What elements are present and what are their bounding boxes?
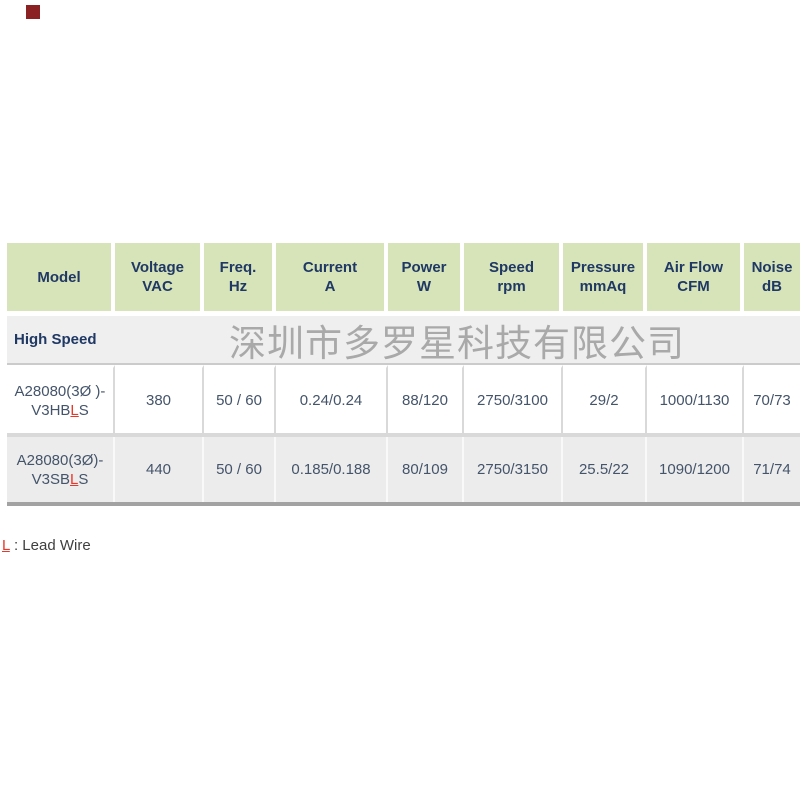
model-line2: V3SBLS: [31, 470, 89, 488]
cell-airflow: 1000/1130: [647, 365, 744, 437]
company-watermark: 深圳市多罗星科技有限公司: [229, 322, 685, 364]
section-cell: High Speed 深圳市多罗星科技有限公司: [7, 316, 800, 365]
header-row: Model Voltage VAC Freq. Hz Current A Power W…: [7, 243, 800, 316]
col-header-model: Model: [7, 243, 115, 316]
red-corner-mark: [26, 5, 40, 19]
section-label: High Speed: [14, 330, 97, 348]
col-header-current: Current A: [276, 243, 388, 316]
col-header-freq: Freq. Hz: [204, 243, 276, 316]
cell-speed: 2750/3150: [464, 437, 563, 502]
cell-freq: 50 / 60: [204, 437, 276, 502]
lead-wire-letter: L: [70, 470, 79, 488]
col-header-voltage: Voltage VAC: [115, 243, 204, 316]
footnote-red-letter: L: [2, 537, 10, 554]
cell-noise: 70/73: [744, 365, 800, 437]
model-line1: A28080(3Ø )-: [14, 382, 106, 400]
spec-table: Model Voltage VAC Freq. Hz Current A Power W…: [7, 243, 800, 502]
cell-voltage: 380: [115, 365, 204, 437]
cell-pressure: 29/2: [563, 365, 647, 437]
cell-current: 0.185/0.188: [276, 437, 388, 502]
cell-power: 80/109: [388, 437, 464, 502]
table-row: A28080(3Ø)- V3SBLS 440 50 / 60 0.185/0.1…: [7, 437, 800, 502]
cell-power: 88/120: [388, 365, 464, 437]
col-header-noise: Noise dB: [744, 243, 800, 316]
cell-model: A28080(3Ø)- V3SBLS: [7, 437, 115, 502]
cell-current: 0.24/0.24: [276, 365, 388, 437]
lead-wire-letter: L: [70, 401, 79, 419]
cell-speed: 2750/3100: [464, 365, 563, 437]
cell-freq: 50 / 60: [204, 365, 276, 437]
col-header-power: Power W: [388, 243, 464, 316]
col-header-airflow: Air Flow CFM: [647, 243, 744, 316]
lead-wire-footnote: L : Lead Wire: [2, 537, 91, 554]
table-row: A28080(3Ø )- V3HBLS 380 50 / 60 0.24/0.2…: [7, 365, 800, 437]
cell-pressure: 25.5/22: [563, 437, 647, 502]
footnote-text: : Lead Wire: [9, 537, 91, 554]
model-line1: A28080(3Ø)-: [16, 451, 104, 469]
cell-airflow: 1090/1200: [647, 437, 744, 502]
cell-voltage: 440: [115, 437, 204, 502]
section-row-high-speed: High Speed 深圳市多罗星科技有限公司: [7, 316, 800, 365]
model-line2: V3HBLS: [31, 401, 89, 419]
cell-model: A28080(3Ø )- V3HBLS: [7, 365, 115, 437]
cell-noise: 71/74: [744, 437, 800, 502]
spec-table-container: Model Voltage VAC Freq. Hz Current A Power W…: [7, 243, 800, 506]
col-header-pressure: Pressure mmAq: [563, 243, 647, 316]
col-header-speed: Speed rpm: [464, 243, 563, 316]
